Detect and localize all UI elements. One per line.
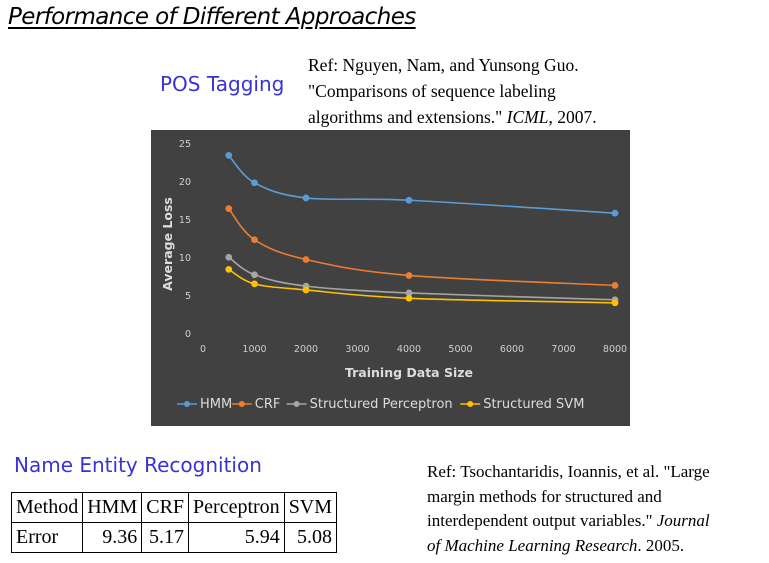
data-point-structured-perceptron [251, 271, 258, 279]
table-header-cell: CRF [141, 492, 190, 523]
pos-reference-venue: ICML [506, 107, 549, 127]
legend-marker-structured-perceptron [293, 401, 300, 407]
legend-label-structured-perceptron: Structured Perceptron [310, 397, 453, 412]
table-body: Error 9.36 5.17 5.94 5.08 [10, 522, 338, 553]
series-line-structured-perceptron [228, 256, 616, 301]
pos-reference-line-2: "Comparisons of sequence labeling [308, 81, 556, 101]
x-tick-label: 2000 [294, 344, 318, 355]
data-point-structured-perceptron [405, 289, 413, 297]
data-point-hmm [251, 179, 258, 187]
legend-marker-hmm [184, 401, 190, 407]
table-cell: 5.08 [283, 522, 338, 553]
pos-reference-line-1: Ref: Nguyen, Nam, and Yunsong Guo. [308, 55, 579, 75]
data-point-structured-svm [611, 299, 619, 307]
x-tick-label: 0 [200, 344, 206, 355]
y-axis-title: Average Loss [160, 197, 175, 291]
x-tick-label: 1000 [242, 344, 266, 355]
pos-reference-text: algorithms and extensions." [308, 107, 507, 127]
data-point-hmm [302, 194, 310, 202]
pos-reference-year: , 2007. [548, 107, 597, 127]
table-cell: 5.94 [188, 522, 285, 553]
ner-reference-line-3: interdependent output variables." Journa… [427, 509, 710, 534]
data-point-hmm [611, 209, 619, 217]
slide-title: Performance of Different Approaches [8, 4, 416, 30]
table-cell: 5.17 [141, 522, 190, 553]
ner-reference-journal-cont: of Machine Learning Research [427, 535, 638, 555]
table-cell: Error [10, 522, 84, 553]
ner-results-table: Method HMM CRF Perceptron SVM Error 9.36 5.17 5… [10, 492, 338, 553]
x-tick-label: 3000 [345, 344, 369, 355]
y-tick-label: 10 [179, 253, 191, 264]
ner-reference-line-2: margin methods for structured and [427, 486, 662, 506]
table-row: Error 9.36 5.17 5.94 5.08 [10, 522, 338, 553]
ner-reference-year: . 2005. [637, 535, 685, 555]
data-point-crf [405, 272, 413, 279]
y-tick-label: 20 [179, 177, 191, 188]
legend-label-structured-svm: Structured SVM [483, 397, 584, 412]
legend-label-hmm: HMM [200, 397, 232, 412]
data-point-structured-svm [302, 286, 310, 294]
table-header-cell: Perceptron [188, 492, 285, 523]
data-point-crf [225, 205, 233, 212]
table-header-row: Method HMM CRF Perceptron SVM [10, 492, 338, 523]
data-point-crf [251, 236, 258, 244]
x-tick-label: 4000 [397, 344, 421, 355]
table-header-cell: HMM [82, 492, 143, 523]
ner-heading: Name Entity Recognition [14, 453, 262, 477]
ner-reference-journal: Journal [656, 511, 710, 530]
pos-loss-chart: 0 5 10 15 20 25 0 1000 2000 3000 4000 5000 6000 7000 8… [151, 130, 630, 426]
ner-reference: Ref: Tsochantaridis, Ioannis, et al. "La… [427, 460, 710, 558]
legend-label-crf: CRF [255, 397, 281, 412]
pos-tagging-heading: POS Tagging [160, 72, 285, 96]
y-tick-label: 15 [179, 215, 191, 226]
data-point-hmm [225, 152, 233, 159]
data-point-hmm [405, 196, 413, 204]
pos-reference: Ref: Nguyen, Nam, and Yunsong Guo. "Comp… [308, 52, 597, 130]
pos-reference-line-3: algorithms and extensions." ICML, 2007. [308, 104, 597, 130]
data-point-structured-svm [405, 294, 413, 302]
legend-marker-structured-svm [467, 401, 474, 407]
y-tick-label: 5 [185, 291, 191, 302]
table-cell: 9.36 [82, 522, 143, 553]
table-header-cell: SVM [283, 492, 338, 523]
ner-reference-text: interdependent output variables." [427, 511, 657, 530]
data-point-structured-svm [225, 266, 233, 273]
ner-reference-line-4: of Machine Learning Research. 2005. [427, 534, 710, 559]
data-point-structured-perceptron [225, 253, 233, 261]
x-tick-label: 6000 [500, 344, 524, 355]
x-tick-label: 8000 [603, 344, 627, 355]
data-point-structured-svm [251, 280, 258, 288]
series-line-crf [228, 208, 616, 287]
x-tick-label: 7000 [551, 344, 575, 355]
data-point-crf [302, 256, 310, 263]
y-tick-label: 0 [185, 329, 191, 340]
ner-reference-line-1: Ref: Tsochantaridis, Ioannis, et al. "La… [427, 462, 710, 481]
series-line-hmm [228, 154, 616, 214]
legend-marker-crf [238, 401, 245, 407]
y-tick-label: 25 [179, 139, 191, 150]
chart-svg: 0 5 10 15 20 25 0 1000 2000 3000 4000 5000 6000 7000 8… [160, 139, 627, 412]
data-point-crf [611, 281, 619, 289]
x-axis-title: Training Data Size [345, 365, 473, 380]
x-tick-label: 5000 [448, 344, 472, 355]
table-header-cell: Method [10, 492, 84, 523]
